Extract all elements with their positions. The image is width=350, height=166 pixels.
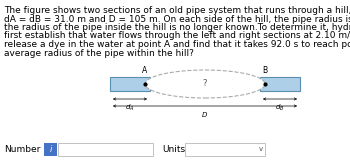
Bar <box>185 143 265 156</box>
Text: $d_A$: $d_A$ <box>125 103 135 113</box>
Text: release a dye in the water at point A and find that it takes 92.0 s to reach poi: release a dye in the water at point A an… <box>4 40 350 49</box>
Text: average radius of the pipe within the hill?: average radius of the pipe within the hi… <box>4 48 194 57</box>
Text: ?: ? <box>203 79 207 87</box>
Text: Units: Units <box>162 144 185 154</box>
Text: The figure shows two sections of an old pipe system that runs through a hill, wi: The figure shows two sections of an old … <box>4 6 350 15</box>
Text: B: B <box>262 66 267 75</box>
Bar <box>110 77 150 91</box>
Text: i: i <box>49 144 52 154</box>
Text: Number: Number <box>4 144 40 154</box>
Ellipse shape <box>145 70 265 98</box>
Bar <box>44 143 57 156</box>
Text: v: v <box>259 146 263 152</box>
Text: $d_B$: $d_B$ <box>275 103 285 113</box>
Text: $D$: $D$ <box>202 110 209 119</box>
Text: first establish that water flows through the left and right sections at 2.10 m/s: first establish that water flows through… <box>4 32 350 41</box>
Bar <box>58 143 153 156</box>
Bar <box>260 77 300 91</box>
Text: A: A <box>142 66 148 75</box>
Text: dA = dB = 31.0 m and D = 105 m. On each side of the hill, the pipe radius is 2.3: dA = dB = 31.0 m and D = 105 m. On each … <box>4 14 350 24</box>
Text: the radius of the pipe inside the hill is no longer known.To determine it, hydra: the radius of the pipe inside the hill i… <box>4 23 350 32</box>
